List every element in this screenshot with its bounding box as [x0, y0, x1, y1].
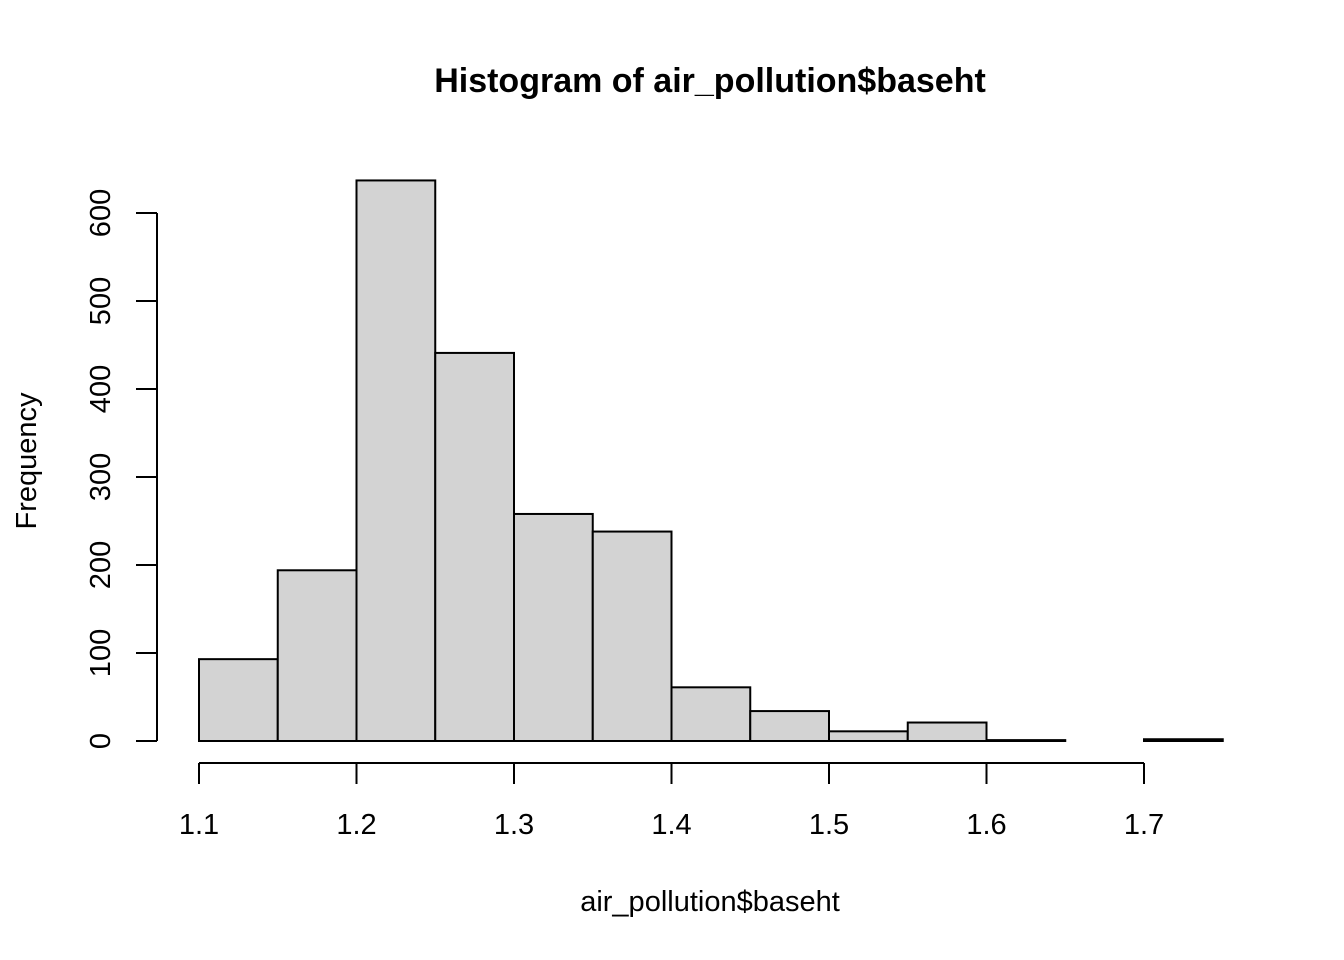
chart-title: Histogram of air_pollution$baseht	[434, 62, 986, 100]
x-axis-label: air_pollution$baseht	[580, 886, 840, 918]
x-tick-label: 1.3	[494, 809, 534, 841]
histogram-bar	[749, 710, 830, 743]
y-axis: 0 100 200 300 400 500 600	[85, 189, 158, 749]
y-tick-label: 400	[85, 365, 117, 413]
histogram-bar	[355, 179, 437, 742]
x-tick-label: 1.1	[179, 809, 219, 841]
y-tick-label: 200	[85, 541, 117, 589]
x-tick-label: 1.6	[966, 809, 1006, 841]
histogram-bar	[513, 512, 594, 743]
y-tick-label: 600	[85, 189, 117, 237]
histogram-bar	[1143, 738, 1224, 742]
histogram-bar	[276, 569, 358, 743]
x-tick-label: 1.2	[336, 809, 376, 841]
y-tick-label: 500	[85, 277, 117, 325]
x-tick-label: 1.7	[1124, 809, 1164, 841]
x-tick-label: 1.4	[651, 809, 691, 841]
bars-group	[198, 179, 1224, 743]
histogram-bar	[198, 658, 279, 742]
y-tick-label: 300	[85, 453, 117, 501]
histogram-bar	[906, 721, 988, 743]
x-axis: 1.1 1.2 1.3 1.4 1.5 1.6 1.7	[179, 762, 1164, 841]
x-tick-label: 1.5	[809, 809, 849, 841]
y-tick-label: 100	[85, 629, 117, 677]
histogram-bar	[670, 686, 752, 743]
histogram-bar	[985, 739, 1067, 742]
histogram-bar	[591, 530, 673, 742]
histogram-bar	[434, 351, 515, 742]
histogram-bar	[828, 730, 909, 743]
y-axis-label: Frequency	[11, 392, 43, 530]
y-tick-label: 0	[85, 733, 117, 749]
